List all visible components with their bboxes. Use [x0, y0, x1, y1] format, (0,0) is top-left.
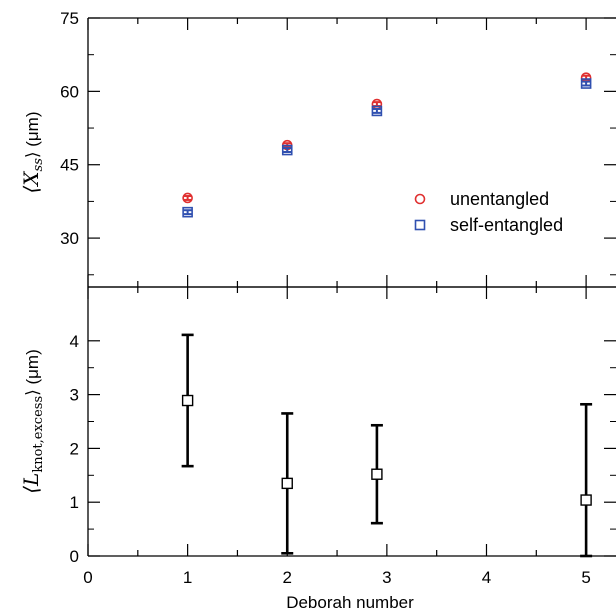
top-y-axis-title: ⟨Xss⟩ (μm): [19, 111, 46, 193]
top-panel: 30 45 60 75 ⟨Xss⟩ (μm) unentangled self-entang…: [19, 9, 616, 288]
top-y-tick-label: 30: [60, 229, 79, 248]
bottom-point: [580, 494, 592, 506]
bottom-panel: 0 1 2 3 4 ⟨Lknot,excess⟩ (μm) 0 1 2 3 4 5: [19, 286, 616, 587]
legend: unentangled self-entangled: [414, 189, 563, 235]
top-y-tick-label: 45: [60, 156, 79, 175]
x-tick-label: 4: [482, 568, 491, 587]
bottom-y-tick-label: 0: [70, 547, 79, 566]
bottom-point: [181, 394, 194, 407]
bottom-point: [281, 477, 293, 490]
top-point-self-entangled: [580, 78, 592, 89]
shared-axis: Deborah number: [286, 593, 414, 612]
top-point-self-entangled: [371, 105, 383, 117]
x-tick-label: 0: [83, 568, 92, 587]
bottom-y-axis-title: ⟨Lknot,excess⟩ (μm): [19, 349, 46, 494]
legend-marker-square: [414, 219, 426, 231]
legend-label: self-entangled: [450, 215, 563, 235]
x-tick-label: 3: [382, 568, 391, 587]
bottom-y-tick-label: 1: [70, 493, 79, 512]
top-y-tick-label: 60: [60, 82, 79, 101]
bottom-y-tick-label: 3: [70, 386, 79, 405]
x-tick-label: 2: [283, 568, 292, 587]
bottom-y-tick-label: 4: [70, 332, 79, 351]
legend-marker-circle: [414, 193, 426, 205]
x-tick-label: 5: [581, 568, 590, 587]
bottom-y-tick-label: 2: [70, 439, 79, 458]
x-tick-label: 1: [183, 568, 192, 587]
top-y-tick-label: 75: [60, 9, 79, 28]
top-point-unentangled: [182, 192, 193, 204]
x-axis-title: Deborah number: [286, 593, 414, 612]
bottom-point: [371, 468, 383, 480]
top-point-self-entangled: [182, 206, 193, 218]
legend-label: unentangled: [450, 189, 549, 209]
top-point-self-entangled: [281, 144, 293, 156]
